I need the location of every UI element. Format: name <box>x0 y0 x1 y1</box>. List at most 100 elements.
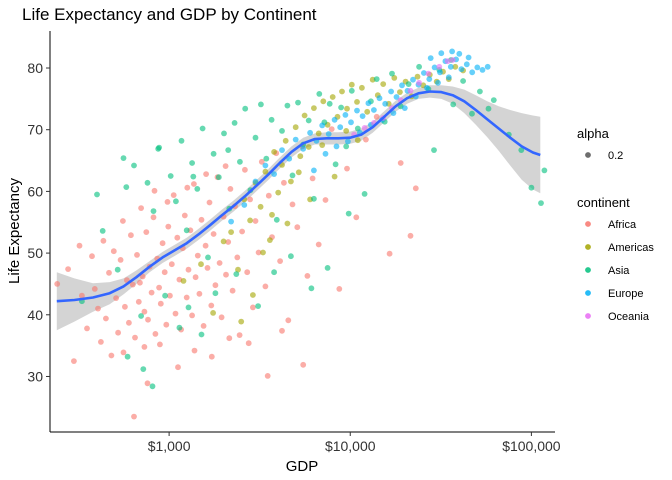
point-europe <box>345 138 351 145</box>
point-asia <box>176 324 183 331</box>
point-africa <box>170 192 177 199</box>
point-asia <box>173 198 179 205</box>
point-americas <box>452 63 459 70</box>
point-asia <box>210 150 217 157</box>
point-asia <box>183 227 190 234</box>
point-americas <box>343 127 350 134</box>
point-asia <box>284 102 291 109</box>
point-americas <box>238 318 245 325</box>
point-asia <box>242 105 249 112</box>
point-americas <box>292 124 299 131</box>
point-americas <box>198 261 204 268</box>
point-asia <box>405 81 412 87</box>
point-europe <box>376 95 383 102</box>
confidence-band-layer <box>56 85 541 331</box>
point-europe <box>252 178 259 185</box>
point-oceania <box>361 125 368 131</box>
point-europe <box>359 113 366 119</box>
point-americas <box>235 266 241 273</box>
point-europe <box>410 76 416 83</box>
point-americas <box>295 169 302 176</box>
legend-title: alpha <box>577 126 610 141</box>
point-asia <box>477 88 483 95</box>
point-asia <box>255 303 261 309</box>
point-europe <box>365 100 372 107</box>
point-africa <box>148 289 155 296</box>
point-europe <box>388 88 394 95</box>
point-africa <box>139 273 146 280</box>
point-asia <box>198 331 205 338</box>
point-europe <box>325 131 332 137</box>
point-africa <box>113 295 119 301</box>
point-asia <box>263 155 270 162</box>
legend-key <box>585 267 591 273</box>
point-europe <box>438 50 445 57</box>
y-tick-label: 50 <box>27 245 43 261</box>
point-americas <box>247 217 254 224</box>
point-asia <box>144 179 151 186</box>
point-americas <box>282 137 289 144</box>
point-africa <box>125 319 132 326</box>
point-asia <box>345 210 352 217</box>
point-africa <box>103 315 109 322</box>
legend-key <box>585 290 591 296</box>
point-americas <box>180 278 187 284</box>
point-africa <box>194 252 201 259</box>
point-africa <box>110 248 117 255</box>
point-africa <box>152 331 159 337</box>
point-africa <box>191 181 197 187</box>
point-asia <box>316 91 323 97</box>
point-africa <box>95 305 101 312</box>
point-africa <box>184 184 191 191</box>
point-asia <box>252 134 259 141</box>
point-asia <box>225 147 232 154</box>
point-africa <box>223 271 229 278</box>
point-africa <box>239 228 246 235</box>
legend-label: Africa <box>608 219 637 231</box>
point-asia <box>199 125 206 132</box>
point-europe <box>286 155 293 162</box>
point-asia <box>94 191 100 198</box>
point-americas <box>344 105 350 112</box>
point-europe <box>465 54 472 61</box>
point-europe <box>300 145 307 152</box>
point-asia <box>332 161 339 168</box>
point-africa <box>397 160 404 166</box>
smooth-trend-line <box>56 90 541 303</box>
point-europe <box>354 107 360 114</box>
point-africa <box>175 364 181 371</box>
point-americas <box>364 108 371 115</box>
point-africa <box>277 258 283 264</box>
point-africa <box>304 273 311 279</box>
point-americas <box>311 105 317 111</box>
point-africa <box>185 266 192 273</box>
point-africa <box>198 216 205 223</box>
point-oceania <box>444 58 451 65</box>
point-asia <box>185 304 192 311</box>
point-europe <box>241 202 248 208</box>
point-europe <box>421 70 427 76</box>
point-americas <box>267 237 273 244</box>
point-africa <box>135 298 142 305</box>
legend-label: Europe <box>608 288 643 300</box>
point-africa <box>315 241 322 248</box>
legend-label: 0.2 <box>608 150 623 162</box>
y-axis-ticks: 30 40 50 60 70 80 <box>27 60 50 384</box>
point-asia <box>469 110 475 117</box>
legend-key <box>585 221 591 227</box>
point-americas <box>210 310 217 316</box>
point-europe <box>337 124 344 131</box>
x-tick-label: $10,000 <box>325 438 376 454</box>
point-europe <box>479 67 486 73</box>
point-africa <box>336 286 343 292</box>
point-africa <box>91 286 98 292</box>
point-africa <box>309 175 316 182</box>
point-africa <box>71 358 77 364</box>
point-africa <box>247 196 254 203</box>
point-americas <box>275 189 282 196</box>
point-africa <box>244 269 251 276</box>
point-africa <box>265 192 272 199</box>
legend-label: Oceania <box>608 311 650 323</box>
point-europe <box>435 79 441 86</box>
point-africa <box>407 232 414 239</box>
